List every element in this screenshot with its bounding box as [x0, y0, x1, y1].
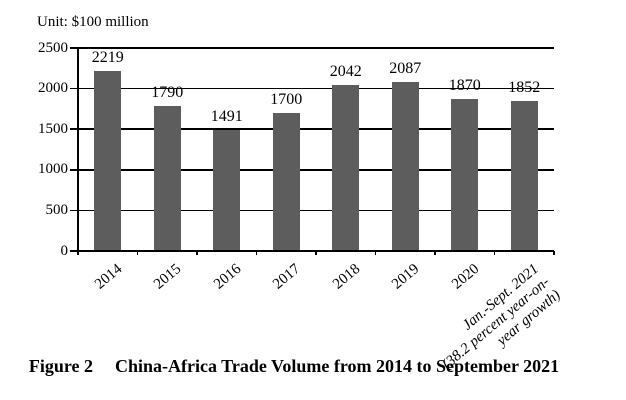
x-axis-tick: [77, 251, 79, 255]
x-axis-label: 2018: [329, 261, 364, 293]
bar-2015: [153, 105, 181, 251]
bar-2018: [332, 85, 360, 251]
unit-label: Unit: $100 million: [37, 14, 149, 30]
gridline-500: [78, 209, 554, 212]
y-axis-tick-label: 2500: [38, 39, 68, 56]
figure-caption: Figure 2 China-Africa Trade Volume from 2…: [0, 356, 588, 377]
y-axis-tick-0: [70, 250, 78, 252]
y-axis-tick-label: 1000: [38, 161, 68, 178]
bar-2014: [94, 70, 122, 251]
y-axis-tick-label: 500: [45, 201, 69, 218]
y-axis-tick-2500: [70, 47, 78, 49]
bar-2019: [391, 81, 419, 251]
x-axis-tick: [553, 251, 555, 255]
bar-value-label: 1790: [151, 83, 184, 101]
x-axis-label: 2020: [448, 261, 483, 293]
x-axis-tick: [374, 251, 377, 255]
y-axis-tick-500: [70, 209, 78, 212]
bar-value-label: 2087: [389, 59, 422, 77]
y-axis-tick-2000: [70, 87, 78, 90]
x-axis-tick: [434, 251, 436, 255]
bar-value-label: 2042: [329, 63, 362, 81]
x-axis-label: 2019: [389, 261, 423, 293]
gridline-2000: [78, 87, 554, 90]
gridline-1500: [78, 128, 554, 130]
bar-value-label: 1870: [448, 77, 481, 95]
y-axis-tick-label: 1500: [38, 120, 68, 137]
y-axis-tick-label: 2000: [38, 80, 68, 97]
bar-value-label: 1700: [270, 90, 303, 108]
y-axis-tick-1000: [70, 169, 78, 171]
x-axis-label: 2014: [91, 261, 126, 293]
figure-number: Figure 2: [28, 356, 94, 376]
bar-value-label: 1852: [508, 78, 541, 96]
x-axis-tick: [493, 251, 496, 255]
gridline-1000: [78, 169, 554, 171]
bar-value-label: 2219: [91, 48, 124, 66]
bar-2017: [272, 112, 300, 251]
x-axis-tick: [315, 251, 317, 255]
bar-2020: [451, 99, 479, 251]
bar-2016: [213, 129, 241, 251]
x-axis-tick: [255, 251, 258, 255]
x-axis-tick: [196, 251, 198, 255]
gridline-2500: [78, 47, 554, 49]
x-axis-tick: [136, 251, 139, 255]
x-axis-label: 2017: [270, 261, 304, 293]
figure-title: China-Africa Trade Volume from 2014 to S…: [115, 356, 560, 376]
x-axis-label: 2016: [210, 261, 245, 293]
y-axis-tick-1500: [70, 128, 78, 130]
y-axis-tick-label: 0: [60, 242, 69, 259]
bar-Jan.-Sept. 2021: [510, 100, 538, 251]
bar-value-label: 1491: [210, 107, 243, 125]
x-axis-label: 2015: [151, 261, 185, 293]
y-axis-line: [77, 48, 79, 252]
